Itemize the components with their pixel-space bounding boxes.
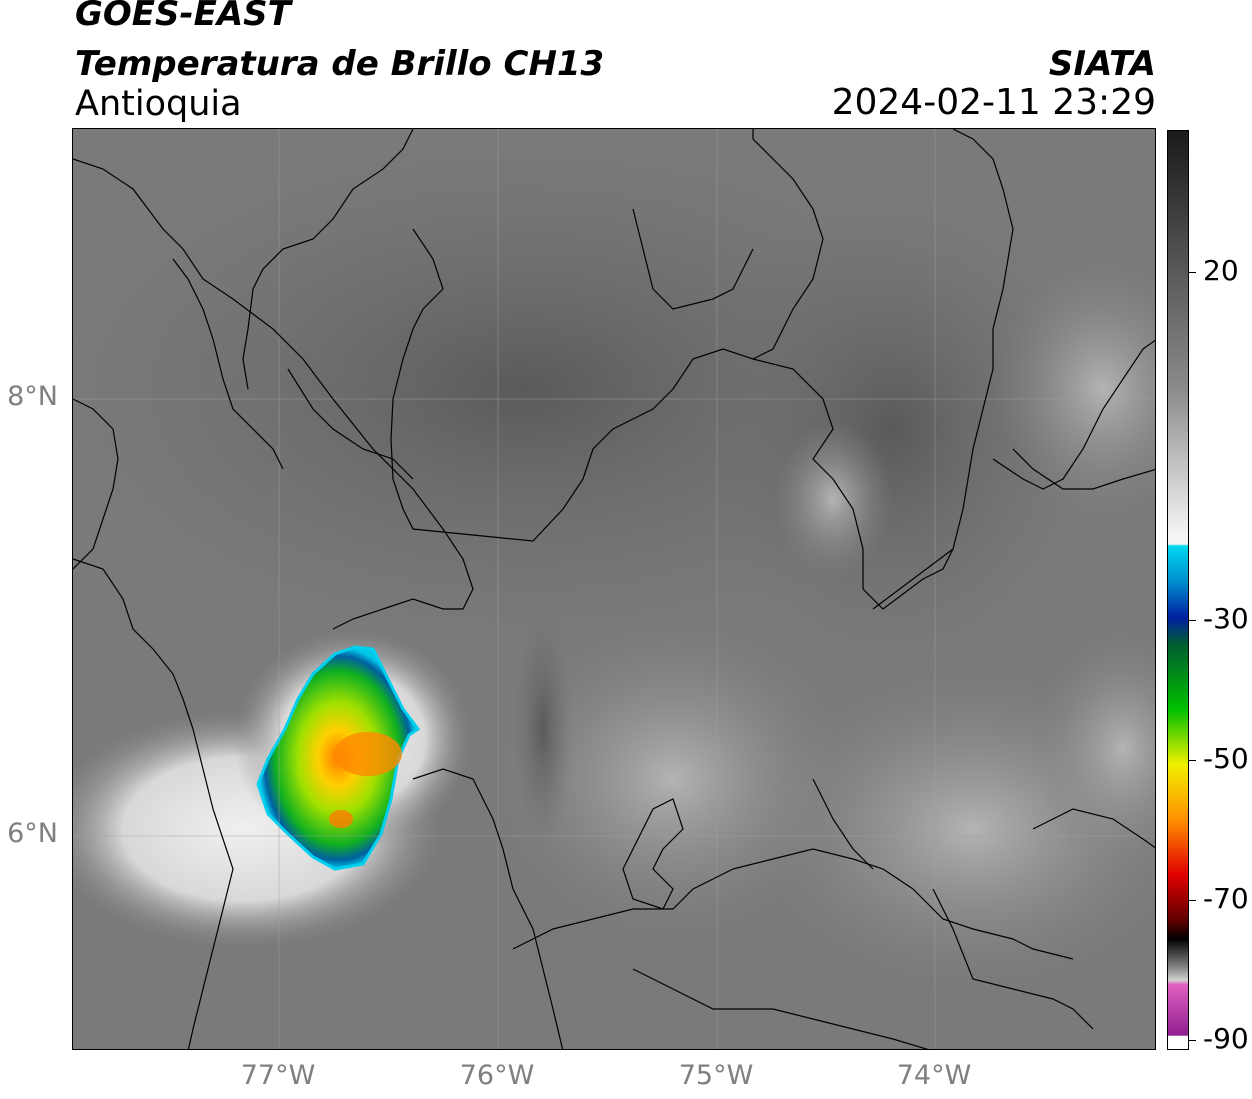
satellite-map — [72, 128, 1156, 1050]
colorbar-tick — [1189, 1040, 1196, 1041]
colorbar-tick — [1189, 760, 1196, 761]
datetime-label: 2024-02-11 23:29 — [831, 82, 1156, 123]
colorbar-label-minus50: -50 — [1203, 742, 1249, 775]
colorbar-tick — [1189, 620, 1196, 621]
colorbar-label-minus70: -70 — [1203, 882, 1249, 915]
lon-tick-75w: 75°W — [678, 1060, 754, 1091]
lon-tick-77w: 77°W — [240, 1060, 316, 1091]
colorbar-tick — [1189, 900, 1196, 901]
colorbar-tick — [1189, 272, 1196, 273]
region-label: Antioquia — [75, 84, 242, 124]
colorbar-label-20: 20 — [1203, 254, 1239, 287]
lat-tick-6n: 6°N — [7, 818, 58, 849]
brand-label: SIATA — [1048, 44, 1156, 84]
lon-tick-74w: 74°W — [896, 1060, 972, 1091]
colorbar-label-minus30: -30 — [1203, 602, 1249, 635]
colorbar — [1167, 130, 1189, 1050]
product-title: Temperatura de Brillo CH13 — [75, 44, 605, 84]
satellite-title: GOES-EAST — [75, 0, 291, 34]
admin-borders — [73, 129, 1155, 1049]
lon-tick-76w: 76°W — [459, 1060, 535, 1091]
lat-tick-8n: 8°N — [7, 381, 58, 412]
colorbar-label-minus90: -90 — [1203, 1022, 1249, 1055]
